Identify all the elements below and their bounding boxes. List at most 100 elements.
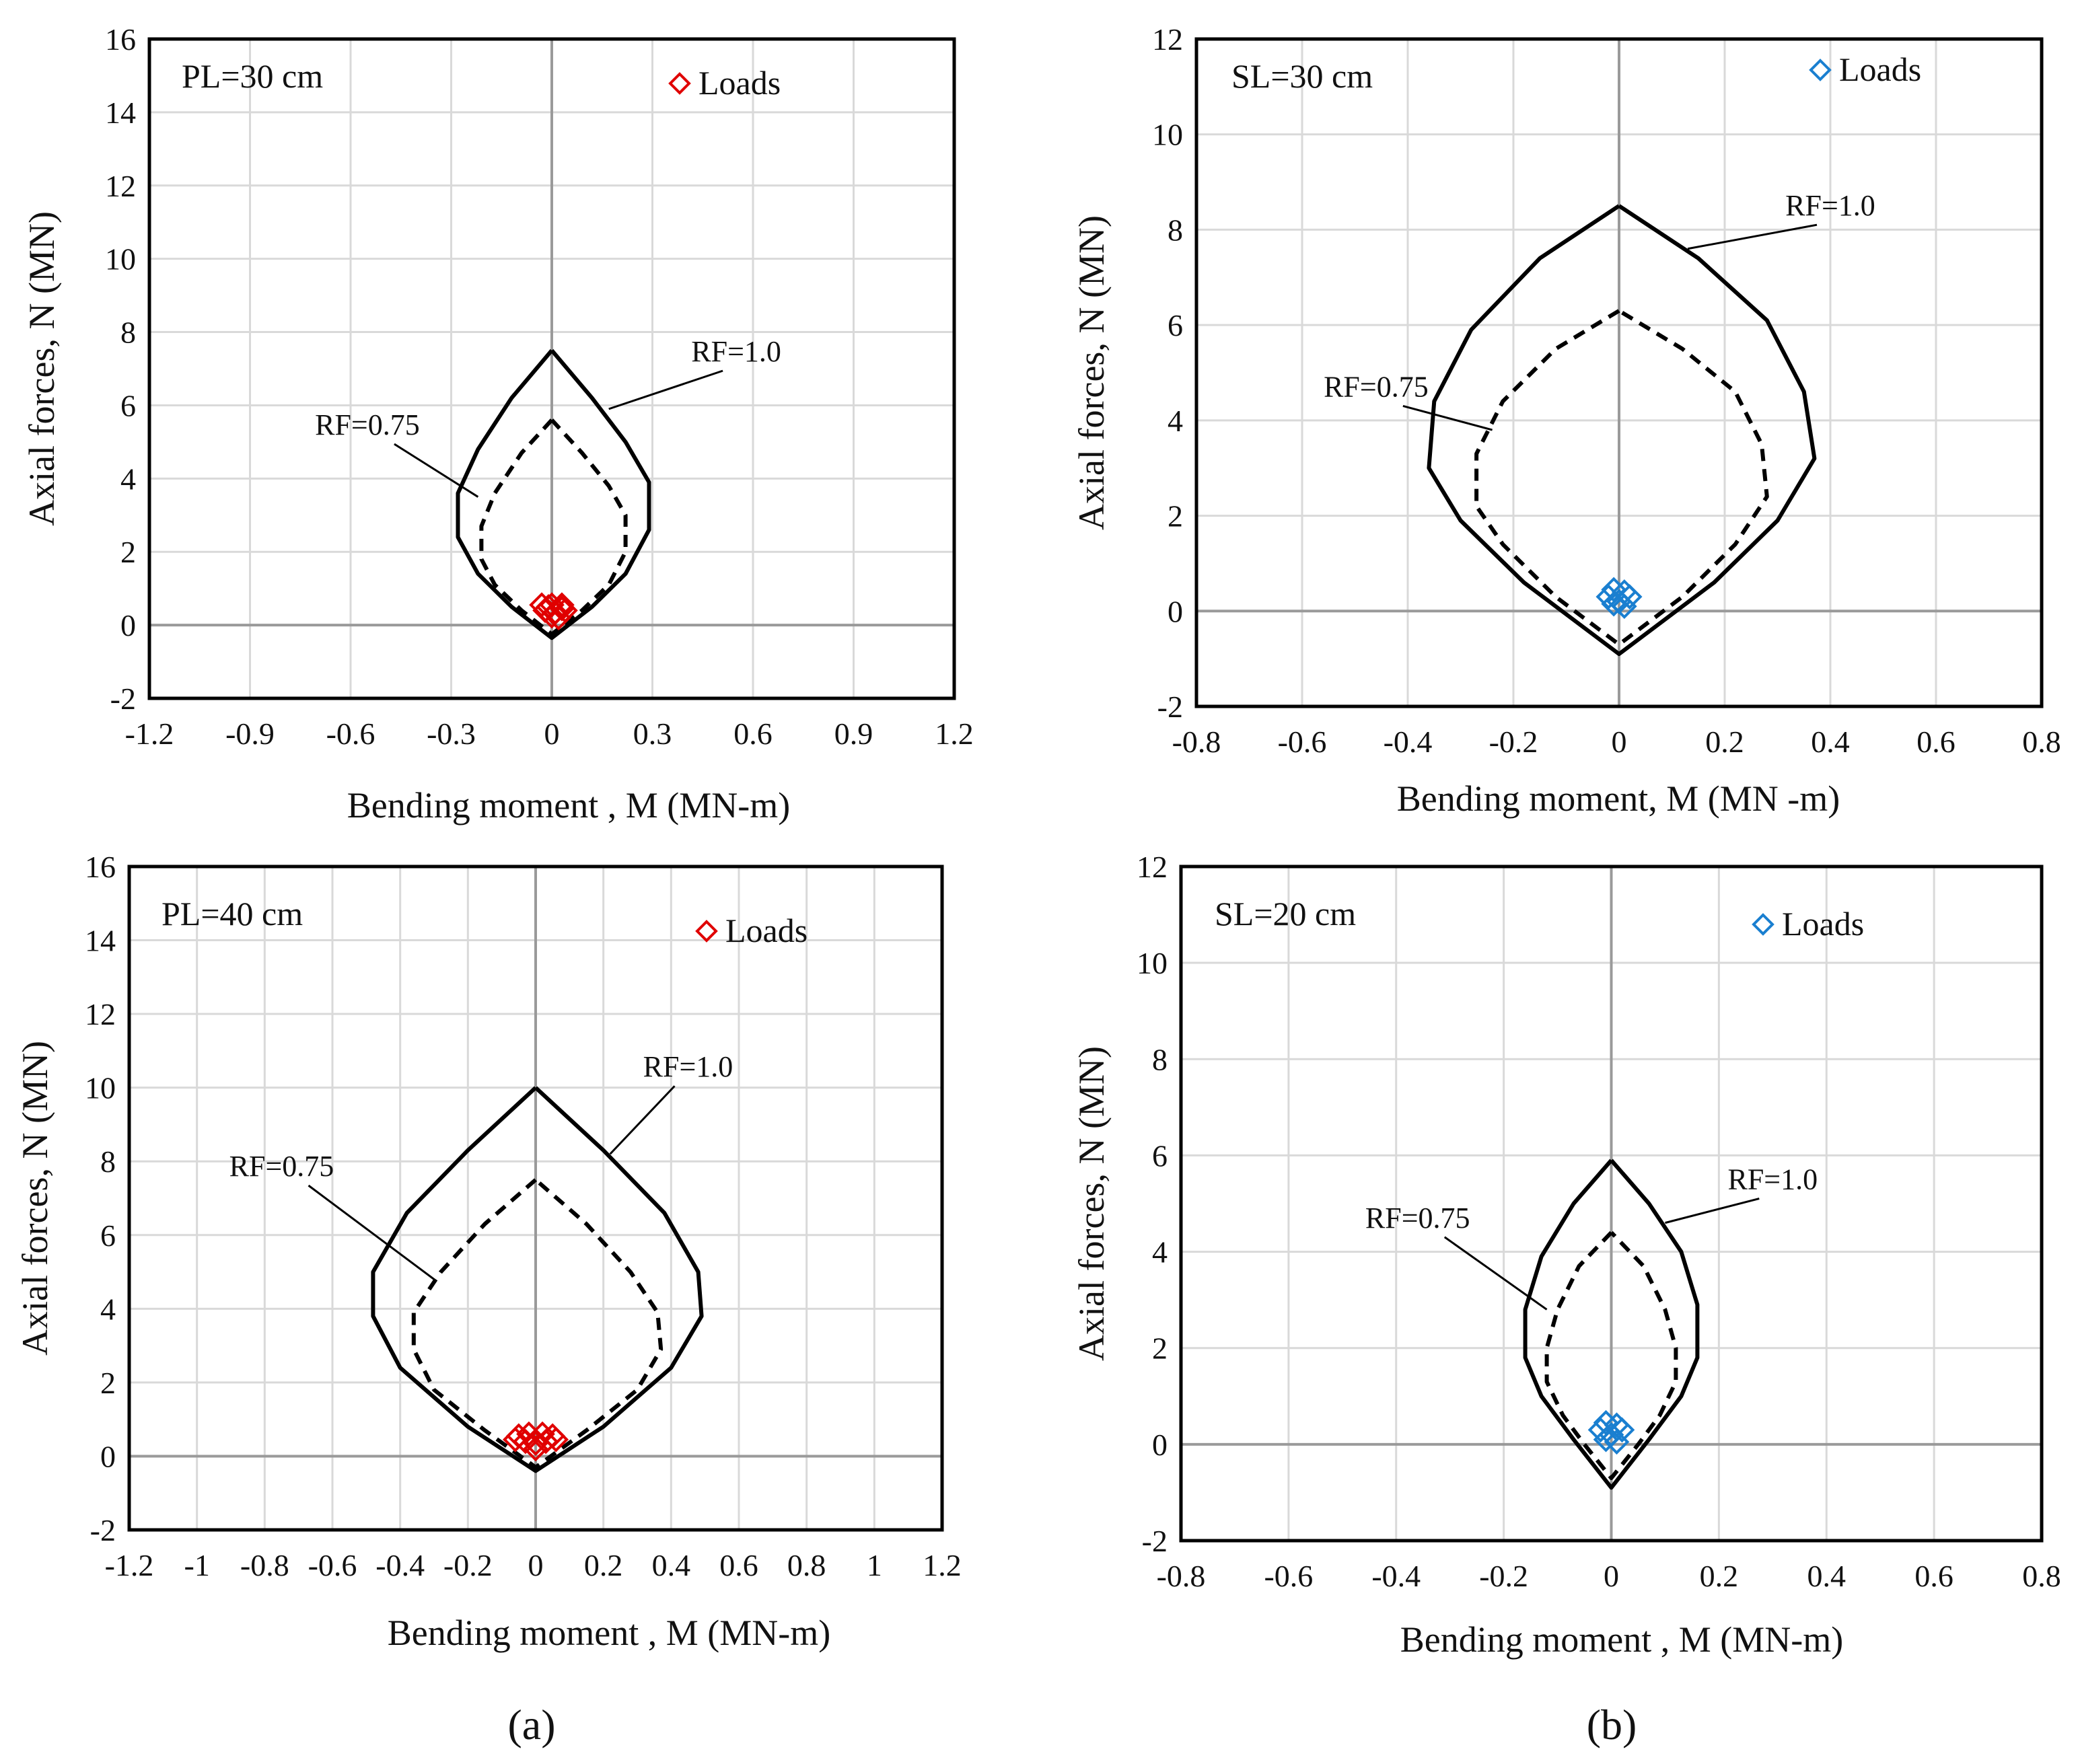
annotation-leader xyxy=(394,443,479,498)
y-tick-label: 12 xyxy=(1137,850,1168,884)
y-tick-label: -2 xyxy=(1142,1524,1168,1558)
annotation-label: RF=1.0 xyxy=(691,335,781,368)
annotation-leader xyxy=(308,1184,435,1280)
x-tick-label: 0.8 xyxy=(2022,1559,2061,1593)
y-tick-label: 14 xyxy=(105,96,136,130)
legend-marker xyxy=(668,72,691,95)
y-axis-label: Axial forces, N (MN) xyxy=(22,211,62,526)
chart-pl-30: -1.2 -0.9 -0.6 -0.3 0 0.3 0.6 0.9 1.2 -2 0 2 4 6 8 10 12… xyxy=(22,22,974,825)
y-tick-label: 2 xyxy=(1152,1331,1168,1366)
y-tick-label: 2 xyxy=(1168,499,1183,534)
curve-rf-0-75 xyxy=(1544,1230,1678,1480)
x-tick-label: -0.8 xyxy=(1157,1559,1206,1593)
annotation-leader xyxy=(609,1085,676,1155)
legend-label: Loads xyxy=(698,64,781,102)
x-tick-label: 1.2 xyxy=(923,1548,962,1582)
x-tick-label: -0.8 xyxy=(240,1548,289,1582)
curve-rf-1-0 xyxy=(456,348,651,640)
y-tick-label: 2 xyxy=(100,1366,116,1400)
y-axis-label: Axial forces, N (MN) xyxy=(1071,1046,1112,1361)
x-tick-label: 0.3 xyxy=(633,716,672,751)
y-tick-label: 0 xyxy=(120,608,136,642)
x-tick-label: 1.2 xyxy=(935,716,974,751)
x-tick-label: 0.4 xyxy=(1811,725,1850,759)
x-tick-label: 0 xyxy=(528,1548,544,1582)
load-marker xyxy=(543,1426,569,1453)
annotation-leader xyxy=(608,369,723,410)
load-marker xyxy=(523,1430,548,1457)
x-tick-label: 0.6 xyxy=(1916,725,1956,759)
y-tick-label: 0 xyxy=(1152,1428,1168,1462)
annotation-leader xyxy=(1687,223,1818,250)
annotation-leader xyxy=(1665,1198,1760,1224)
load-marker xyxy=(1604,1429,1630,1455)
chart-title: SL=30 cm xyxy=(1231,57,1373,95)
x-tick-label: -0.4 xyxy=(1384,725,1433,759)
y-tick-label: -2 xyxy=(1157,690,1183,724)
x-tick-label: 0.2 xyxy=(584,1548,623,1582)
annotation-label: RF=1.0 xyxy=(1727,1163,1818,1196)
curve-rf-0-75 xyxy=(1474,309,1769,647)
annotation-label: RF=1.0 xyxy=(1785,189,1875,222)
x-tick-label: -0.2 xyxy=(1479,1559,1528,1593)
load-marker xyxy=(533,1428,559,1455)
x-tick-label: 0 xyxy=(1604,1559,1619,1593)
x-tick-label: 1 xyxy=(867,1548,882,1582)
x-tick-label: 0 xyxy=(544,716,560,751)
legend-marker xyxy=(1809,59,1832,81)
plot-frame xyxy=(127,865,944,1532)
x-tick-label: 0.9 xyxy=(834,716,873,751)
x-tick-label: -1.2 xyxy=(125,716,174,751)
chart-title: PL=40 cm xyxy=(162,895,303,932)
y-tick-label: 4 xyxy=(120,462,136,496)
chart-sl-20: -0.8 -0.6 -0.4 -0.2 0 0.2 0.4 0.6 0.8 -2 0 2 4 6 8 10 12… xyxy=(1071,850,2061,1660)
x-tick-label: -0.6 xyxy=(1264,1559,1313,1593)
x-tick-label: -0.2 xyxy=(443,1548,493,1582)
annotation-label: RF=0.75 xyxy=(1365,1202,1470,1235)
y-tick-label: 4 xyxy=(1168,404,1183,438)
chart-sl-30: -0.8 -0.6 -0.4 -0.2 0 0.2 0.4 0.6 0.8 -2 0 2 4 6 8 10 12… xyxy=(1071,22,2061,819)
curve-rf-0-75 xyxy=(479,418,628,636)
load-marker xyxy=(549,595,575,622)
y-tick-label: 8 xyxy=(1152,1042,1168,1076)
x-tick-label: -0.6 xyxy=(326,716,375,751)
curve-rf-0-75 xyxy=(411,1178,664,1469)
x-tick-label: 0.2 xyxy=(1705,725,1744,759)
x-tick-label: 0.4 xyxy=(1807,1559,1846,1593)
y-tick-label: -2 xyxy=(110,682,136,716)
x-tick-label: 0.6 xyxy=(1914,1559,1953,1593)
x-axis-label: Bending moment , M (MN-m) xyxy=(347,785,790,825)
load-marker xyxy=(502,1426,528,1453)
x-tick-label: -0.9 xyxy=(225,716,275,751)
x-tick-label: -0.6 xyxy=(308,1548,357,1582)
curve-rf-1-0 xyxy=(1523,1159,1700,1490)
y-tick-label: 14 xyxy=(85,924,116,958)
y-tick-label: 16 xyxy=(85,850,116,884)
plot-frame xyxy=(1194,37,2044,708)
y-tick-label: -2 xyxy=(90,1513,116,1547)
chart-pl-40: -1.2 -1 -0.8 -0.6 -0.4 -0.2 0 0.2 0.4 0.6 0.8 1 1.2 -… xyxy=(15,850,962,1653)
y-tick-label: 6 xyxy=(1152,1138,1168,1173)
x-tick-label: -1.2 xyxy=(105,1548,154,1582)
x-tick-label: 0.6 xyxy=(733,716,773,751)
chart-title: SL=20 cm xyxy=(1215,895,1356,932)
x-tick-label: -0.2 xyxy=(1489,725,1538,759)
y-tick-label: 0 xyxy=(100,1439,116,1473)
x-tick-label: -1 xyxy=(184,1548,210,1582)
y-tick-label: 10 xyxy=(1137,946,1168,980)
y-tick-label: 10 xyxy=(85,1071,116,1105)
x-tick-label: -0.8 xyxy=(1172,725,1221,759)
legend-label: Loads xyxy=(725,912,808,949)
x-axis-label: Bending moment , M (MN-m) xyxy=(388,1613,830,1653)
y-tick-label: 4 xyxy=(100,1292,116,1326)
annotation-label: RF=1.0 xyxy=(643,1050,733,1083)
y-tick-label: 6 xyxy=(100,1218,116,1253)
legend-marker xyxy=(695,920,718,943)
y-tick-label: 12 xyxy=(1152,22,1183,57)
x-tick-label: -0.4 xyxy=(375,1548,425,1582)
y-tick-label: 10 xyxy=(105,242,136,277)
y-tick-label: 10 xyxy=(1152,118,1183,152)
x-tick-label: -0.4 xyxy=(1371,1559,1421,1593)
x-tick-label: 0.6 xyxy=(719,1548,758,1582)
